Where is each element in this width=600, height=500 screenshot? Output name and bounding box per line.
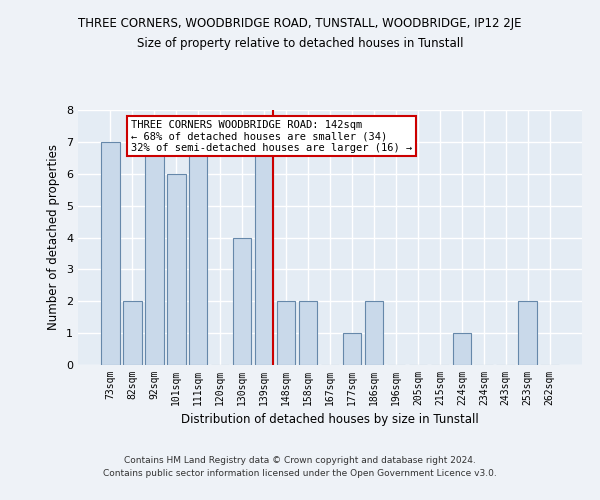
Text: Size of property relative to detached houses in Tunstall: Size of property relative to detached ho… xyxy=(137,38,463,51)
Bar xyxy=(452,333,471,365)
Bar xyxy=(343,333,361,365)
Bar xyxy=(365,301,383,365)
Bar xyxy=(255,142,274,365)
Bar xyxy=(145,142,164,365)
Bar xyxy=(518,301,537,365)
Y-axis label: Number of detached properties: Number of detached properties xyxy=(47,144,61,330)
Bar xyxy=(233,238,251,365)
Text: THREE CORNERS WOODBRIDGE ROAD: 142sqm
← 68% of detached houses are smaller (34)
: THREE CORNERS WOODBRIDGE ROAD: 142sqm ← … xyxy=(131,120,412,153)
X-axis label: Distribution of detached houses by size in Tunstall: Distribution of detached houses by size … xyxy=(181,414,479,426)
Bar xyxy=(101,142,119,365)
Bar xyxy=(167,174,185,365)
Bar xyxy=(277,301,295,365)
Text: Contains HM Land Registry data © Crown copyright and database right 2024.
Contai: Contains HM Land Registry data © Crown c… xyxy=(103,456,497,477)
Bar xyxy=(123,301,142,365)
Bar xyxy=(299,301,317,365)
Text: THREE CORNERS, WOODBRIDGE ROAD, TUNSTALL, WOODBRIDGE, IP12 2JE: THREE CORNERS, WOODBRIDGE ROAD, TUNSTALL… xyxy=(78,18,522,30)
Bar xyxy=(189,142,208,365)
